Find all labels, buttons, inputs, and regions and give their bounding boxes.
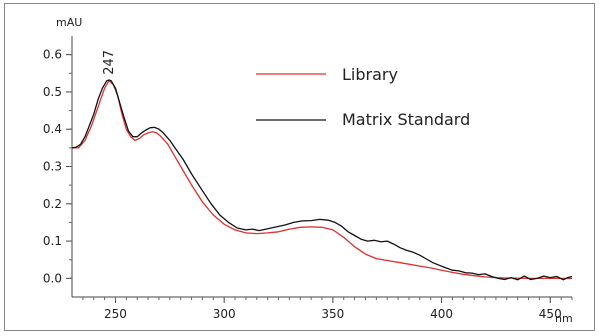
x-tick-label: 400: [430, 307, 453, 321]
y-tick-label: 0.1: [43, 234, 62, 248]
legend-label-matrix-standard: Matrix Standard: [342, 110, 470, 129]
series-layer: [71, 79, 573, 281]
y-tick-label: 0.6: [43, 48, 62, 62]
annotation-layer: 247: [102, 50, 117, 75]
x-tick-label: 250: [104, 307, 127, 321]
x-tick-label: 300: [213, 307, 236, 321]
x-tick-label: 450: [539, 307, 562, 321]
x-axis-label: nm: [555, 312, 573, 325]
legend-label-library: Library: [342, 65, 398, 84]
series-line-library: [72, 80, 572, 280]
y-tick-label: 0.4: [43, 122, 62, 136]
chart-frame: [4, 3, 595, 331]
y-tick-label: 0.0: [43, 271, 62, 285]
y-axis-label: mAU: [56, 16, 82, 29]
y-ticks: 0.0 0.1 0.2 0.3 0.4 0.5 0.6: [43, 48, 72, 285]
y-tick-label: 0.3: [43, 160, 62, 174]
y-tick-label: 0.2: [43, 197, 62, 211]
peak-label: 247: [102, 50, 117, 75]
legend: Library Matrix Standard: [256, 65, 470, 129]
x-ticks: 250 300 350 400 450: [82, 297, 573, 321]
series-line-matrix-standard: [71, 79, 573, 281]
x-tick-label: 350: [321, 307, 344, 321]
y-tick-label: 0.5: [43, 85, 62, 99]
